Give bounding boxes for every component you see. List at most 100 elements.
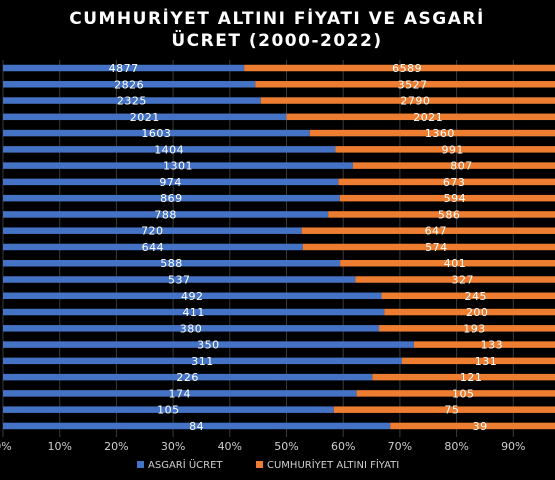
bar-cumhuriyet-altini: [339, 194, 555, 202]
data-label-cumhuriyet-altini: 245: [465, 290, 488, 303]
bars-group: 4877 6589 2826 3527 2325 2790 2021 2021 1603 1360…: [3, 62, 555, 433]
x-tick-label: 50%: [274, 440, 298, 453]
bar-cumhuriyet-altini: [286, 113, 555, 121]
data-label-asgari-ucret: 644: [142, 241, 165, 254]
data-label-asgari-ucret: 788: [154, 208, 177, 221]
x-tick-label: 90%: [501, 440, 525, 453]
bar-cumhuriyet-altini: [352, 162, 555, 169]
legend: ASGARİ ÜCRET CUMHURİYET ALTINI FİYATI: [137, 458, 399, 471]
bar-cumhuriyet-altini: [328, 211, 555, 218]
data-label-asgari-ucret: 974: [159, 176, 182, 189]
data-label-asgari-ucret: 2826: [114, 78, 144, 91]
data-label-cumhuriyet-altini: 2021: [413, 111, 443, 124]
data-label-cumhuriyet-altini: 1360: [425, 127, 455, 140]
bar-cumhuriyet-altini: [381, 292, 555, 300]
data-label-asgari-ucret: 4877: [109, 62, 139, 75]
data-label-cumhuriyet-altini: 200: [466, 306, 489, 319]
chart-title-line-2: ÜCRET (2000-2022): [171, 29, 382, 51]
bar-asgari-ucret: [3, 406, 334, 413]
bar-asgari-ucret: [3, 113, 287, 121]
bar-cumhuriyet-altini: [372, 373, 555, 381]
bar-asgari-ucret: [3, 341, 414, 348]
x-axis: 0% 10% 20% 30% 40% 50% 60% 70% 80% 90%: [0, 440, 526, 453]
legend-swatch-asgari-ucret: [137, 461, 144, 468]
legend-swatch-cumhuriyet-altini: [256, 461, 263, 468]
bar-asgari-ucret: [3, 373, 373, 381]
bar-cumhuriyet-altini: [301, 227, 555, 234]
data-label-asgari-ucret: 1301: [163, 160, 193, 173]
bar-cumhuriyet-altini: [260, 97, 555, 104]
data-label-asgari-ucret: 2325: [117, 95, 147, 108]
x-tick-label: 70%: [388, 440, 412, 453]
data-label-cumhuriyet-altini: 193: [463, 322, 486, 335]
bar-asgari-ucret: [3, 162, 353, 169]
data-label-asgari-ucret: 105: [157, 404, 180, 417]
data-label-cumhuriyet-altini: 991: [441, 143, 464, 156]
data-label-cumhuriyet-altini: 586: [438, 208, 461, 221]
bar-cumhuriyet-altini: [255, 81, 555, 88]
legend-label-cumhuriyet-altini: CUMHURİYET ALTINI FİYATI: [267, 458, 399, 471]
bar-cumhuriyet-altini: [390, 422, 555, 430]
data-label-cumhuriyet-altini: 647: [425, 225, 448, 238]
x-tick-label: 10%: [47, 440, 71, 453]
bar-cumhuriyet-altini: [335, 146, 555, 153]
data-label-asgari-ucret: 492: [181, 290, 204, 303]
data-label-cumhuriyet-altini: 2790: [400, 95, 430, 108]
bar-asgari-ucret: [3, 146, 336, 153]
bar-asgari-ucret: [3, 243, 303, 251]
x-tick-label: 20%: [104, 440, 128, 453]
bar-asgari-ucret: [3, 259, 341, 267]
data-label-asgari-ucret: 311: [191, 355, 214, 368]
bar-asgari-ucret: [3, 129, 310, 137]
data-label-cumhuriyet-altini: 574: [425, 241, 448, 254]
data-label-cumhuriyet-altini: 3527: [398, 78, 428, 91]
bar-cumhuriyet-altini: [309, 129, 555, 137]
bar-cumhuriyet-altini: [413, 341, 555, 348]
data-label-asgari-ucret: 226: [176, 371, 199, 384]
data-label-asgari-ucret: 2021: [130, 111, 160, 124]
x-tick-label: 80%: [444, 440, 468, 453]
bar-cumhuriyet-altini: [379, 325, 555, 332]
bar-asgari-ucret: [3, 325, 380, 332]
data-label-cumhuriyet-altini: 594: [444, 192, 467, 205]
data-label-cumhuriyet-altini: 105: [452, 387, 475, 400]
x-tick-label: 0%: [0, 440, 12, 453]
bar-cumhuriyet-altini: [355, 276, 555, 283]
bar-asgari-ucret: [3, 227, 302, 234]
data-label-asgari-ucret: 537: [168, 274, 191, 287]
data-label-cumhuriyet-altini: 673: [443, 176, 466, 189]
bar-cumhuriyet-altini: [338, 178, 555, 186]
bar-asgari-ucret: [3, 422, 391, 430]
bar-asgari-ucret: [3, 357, 402, 365]
bar-asgari-ucret: [3, 211, 329, 218]
bar-cumhuriyet-altini: [356, 390, 555, 397]
x-tick-label: 30%: [161, 440, 185, 453]
data-label-asgari-ucret: 380: [180, 322, 203, 335]
data-label-cumhuriyet-altini: 807: [450, 160, 473, 173]
data-label-asgari-ucret: 84: [189, 420, 204, 433]
data-label-asgari-ucret: 174: [169, 387, 192, 400]
bar-asgari-ucret: [3, 292, 382, 300]
data-label-asgari-ucret: 869: [160, 192, 183, 205]
data-label-cumhuriyet-altini: 327: [451, 274, 474, 287]
data-label-cumhuriyet-altini: 133: [481, 339, 504, 352]
bar-cumhuriyet-altini: [302, 243, 555, 251]
bar-asgari-ucret: [3, 390, 357, 397]
data-label-asgari-ucret: 588: [160, 257, 183, 270]
x-tick-label: 60%: [331, 440, 355, 453]
data-label-asgari-ucret: 1404: [154, 143, 184, 156]
bar-asgari-ucret: [3, 81, 256, 88]
data-label-asgari-ucret: 411: [182, 306, 205, 319]
data-label-cumhuriyet-altini: 75: [444, 404, 459, 417]
bar-asgari-ucret: [3, 64, 245, 72]
data-label-cumhuriyet-altini: 131: [475, 355, 498, 368]
bar-asgari-ucret: [3, 194, 340, 202]
chart-title-line-1: CUMHURİYET ALTINI FİYATI VE ASGARİ: [69, 7, 485, 29]
x-tick-label: 40%: [218, 440, 242, 453]
bar-cumhuriyet-altini: [244, 64, 555, 72]
bar-asgari-ucret: [3, 97, 261, 104]
data-label-asgari-ucret: 350: [197, 339, 220, 352]
bar-cumhuriyet-altini: [401, 357, 555, 365]
